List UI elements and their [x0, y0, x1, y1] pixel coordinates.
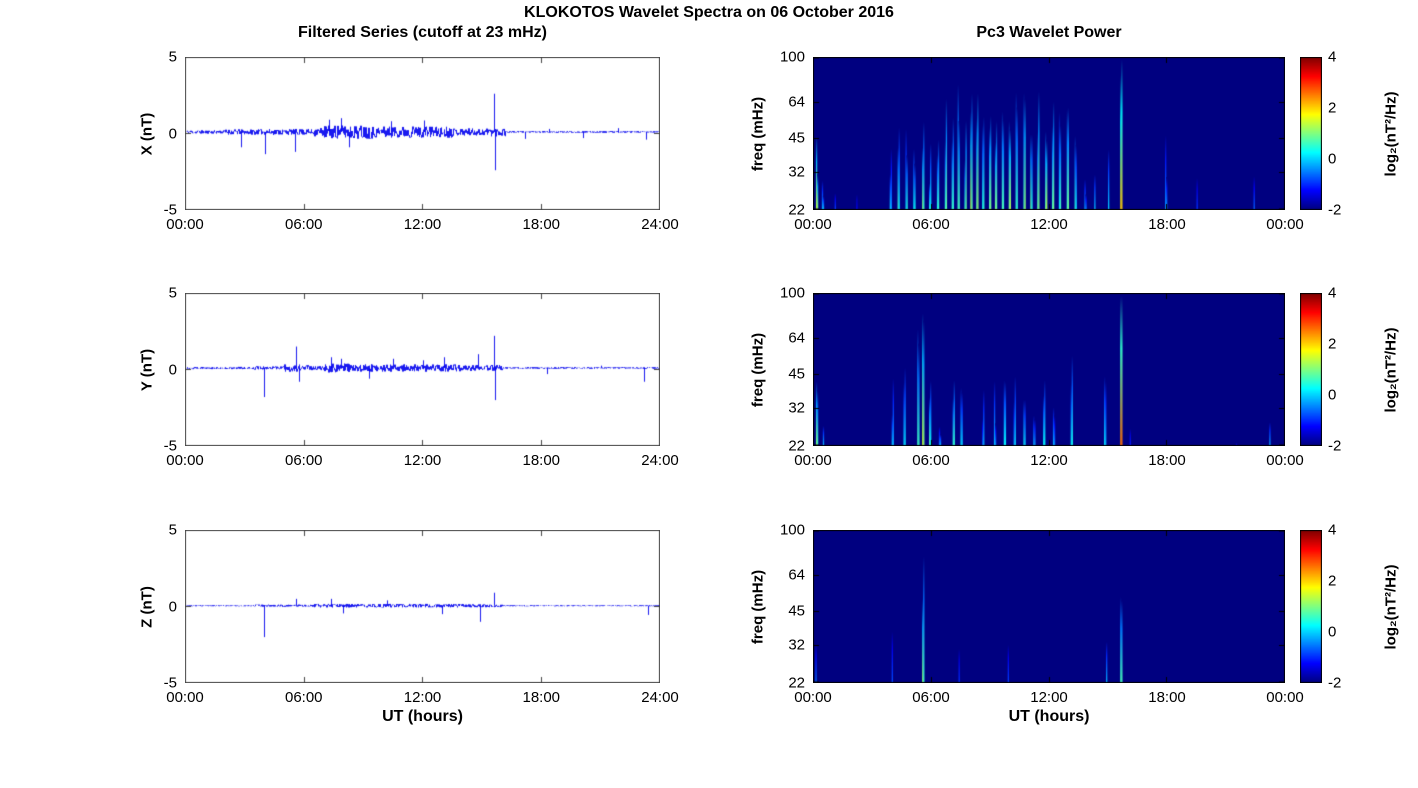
x-tick: 24:00	[641, 452, 679, 469]
colorbar-tick: -2	[1328, 437, 1342, 455]
x-tick: 24:00	[641, 216, 679, 233]
y-tick: 45	[788, 129, 805, 147]
colorbar-tick: -2	[1328, 674, 1342, 692]
colorbar-label: log₂(nT²/Hz)	[1382, 91, 1400, 176]
y-tick: 100	[779, 521, 805, 539]
x-tick: 12:00	[1030, 216, 1068, 233]
y-tick: 0	[168, 361, 177, 378]
colorbar-gradient	[1300, 57, 1322, 210]
freq-axis-label: freq (mHz)	[749, 569, 767, 644]
colorbar-label: log₂(nT²/Hz)	[1382, 327, 1400, 412]
x-axis-label-right: UT (hours)	[1008, 708, 1090, 725]
timeseries-panel-y: Y (nT) 5 0 -5 00:00 06:00 12:00 18:00 24…	[139, 285, 679, 470]
timeseries-panel-z: Z (nT) 5 0 -5 00:00 06:00 12:00 18:00 24…	[139, 522, 679, 707]
x-tick: 18:00	[1148, 452, 1186, 469]
x-axis-label-left: UT (hours)	[382, 708, 463, 725]
x-tick: 06:00	[912, 216, 950, 233]
timeseries-panel-x: X (nT) 5 0 -5 00:00 06:00 12:00 18:00 24…	[139, 49, 679, 234]
x-tick: 00:00	[794, 689, 832, 706]
y-tick: 100	[779, 48, 805, 66]
x-tick: 06:00	[284, 689, 323, 706]
colorbar-tick: 2	[1328, 99, 1337, 117]
spectrogram-plot-y	[813, 293, 1285, 446]
y-tick: 22	[788, 437, 805, 455]
x-tick: 00:00	[1266, 216, 1304, 233]
colorbar-tick: 4	[1328, 48, 1337, 66]
x-tick: 00:00	[794, 216, 832, 233]
x-tick: 18:00	[522, 452, 561, 469]
colorbar-y: 4 2 0 -2 log₂(nT²/Hz)	[1300, 285, 1400, 455]
y-tick: 0	[168, 125, 177, 142]
colorbar-tick: -2	[1328, 201, 1342, 219]
x-tick: 00:00	[794, 452, 832, 469]
colorbar-tick: 0	[1328, 386, 1337, 404]
x-tick: 00:00	[1266, 689, 1304, 706]
x-tick: 12:00	[403, 216, 442, 233]
y-tick: 22	[788, 674, 805, 692]
right-column-title: Pc3 Wavelet Power	[976, 24, 1122, 41]
y-axis-label-z: Z (nT)	[138, 585, 156, 628]
x-tick: 12:00	[1030, 689, 1068, 706]
x-tick: 00:00	[166, 689, 204, 706]
x-tick: 06:00	[912, 452, 950, 469]
colorbar-gradient	[1300, 530, 1322, 683]
y-tick: -5	[163, 437, 177, 455]
colorbar-x: 4 2 0 -2 log₂(nT²/Hz)	[1300, 49, 1400, 219]
freq-axis-label: freq (mHz)	[749, 96, 767, 171]
timeseries-plot-z	[185, 530, 660, 683]
y-axis-label-y: Y (nT)	[138, 348, 156, 391]
y-axis-label-x: X (nT)	[138, 112, 156, 155]
y-tick: 64	[788, 566, 805, 584]
y-tick: 0	[168, 598, 177, 615]
x-tick: 12:00	[403, 452, 442, 469]
colorbar-gradient	[1300, 293, 1322, 446]
y-tick: 5	[168, 284, 177, 302]
left-column-title: Filtered Series (cutoff at 23 mHz)	[298, 24, 547, 41]
colorbar-tick: 0	[1328, 623, 1337, 641]
timeseries-plot-y	[185, 293, 660, 446]
y-tick: 100	[779, 284, 805, 302]
colorbar-tick: 4	[1328, 521, 1337, 539]
colorbar-z: 4 2 0 -2 log₂(nT²/Hz)	[1300, 522, 1400, 692]
spectrogram-plot-z	[813, 530, 1285, 683]
y-tick: 5	[168, 521, 177, 539]
y-tick: 45	[788, 365, 805, 383]
x-tick: 00:00	[1266, 452, 1304, 469]
x-tick: 18:00	[522, 216, 561, 233]
freq-axis-label: freq (mHz)	[749, 332, 767, 407]
x-tick: 06:00	[284, 216, 323, 233]
spectrogram-panel-y: freq (mHz) 100 64 45 32 22 00:00 06:00 1…	[750, 285, 1304, 470]
x-tick: 00:00	[166, 452, 204, 469]
colorbar-tick: 2	[1328, 335, 1337, 353]
y-tick: 32	[788, 163, 805, 181]
spectrogram-plot-x	[813, 57, 1285, 210]
colorbar-tick: 4	[1328, 284, 1337, 302]
y-tick: 45	[788, 602, 805, 620]
y-tick: -5	[163, 674, 177, 692]
colorbar-label: log₂(nT²/Hz)	[1382, 564, 1400, 649]
x-tick: 12:00	[403, 689, 442, 706]
y-tick: 64	[788, 93, 805, 111]
colorbar-tick: 0	[1328, 150, 1337, 168]
y-tick: 5	[168, 48, 177, 66]
y-tick: 64	[788, 329, 805, 347]
y-tick: 32	[788, 636, 805, 654]
x-tick: 12:00	[1030, 452, 1068, 469]
x-tick: 18:00	[1148, 689, 1186, 706]
y-tick: 22	[788, 201, 805, 219]
colorbar-tick: 2	[1328, 572, 1337, 590]
figure-title: KLOKOTOS Wavelet Spectra on 06 October 2…	[524, 4, 894, 21]
x-tick: 00:00	[166, 216, 204, 233]
x-tick: 18:00	[1148, 216, 1186, 233]
x-tick: 06:00	[284, 452, 323, 469]
timeseries-plot-x	[185, 57, 660, 210]
y-tick: 32	[788, 399, 805, 417]
spectrogram-panel-x: freq (mHz) 100 64 45 32 22 00:00 06:00 1…	[750, 49, 1304, 234]
x-tick: 06:00	[912, 689, 950, 706]
x-tick: 24:00	[641, 689, 679, 706]
x-tick: 18:00	[522, 689, 561, 706]
y-tick: -5	[163, 201, 177, 219]
spectrogram-panel-z: freq (mHz) 100 64 45 32 22 00:00 06:00 1…	[750, 522, 1304, 707]
